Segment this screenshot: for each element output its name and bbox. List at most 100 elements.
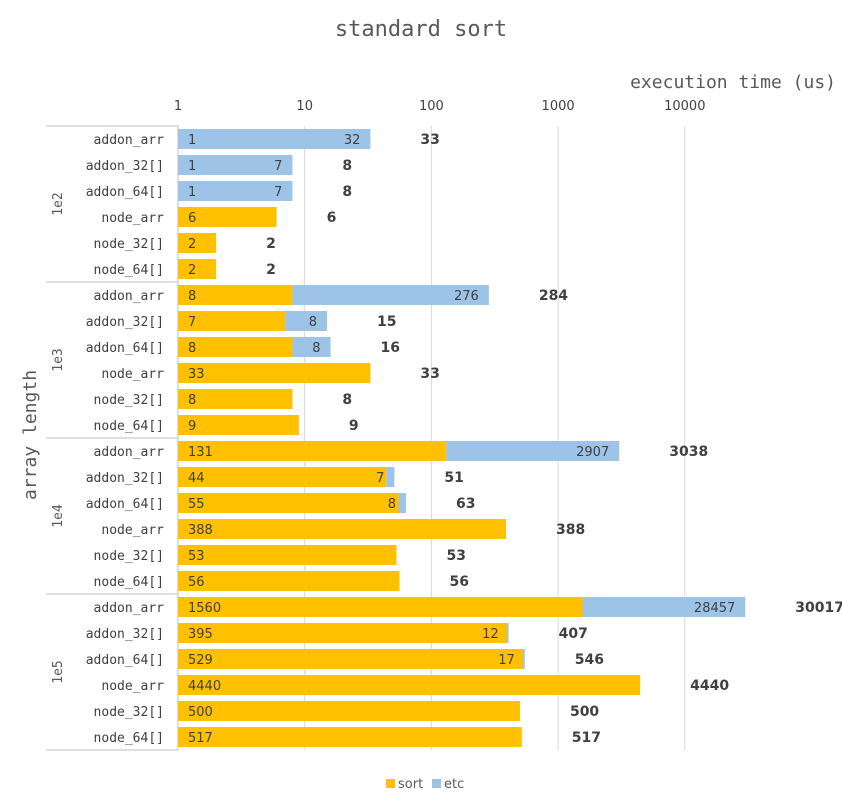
data-label-etc: 28457 [694,601,735,616]
data-label-sort: 8 [188,341,196,356]
legend-label-etc: etc [444,777,464,792]
data-label-sort: 517 [188,731,213,746]
data-label-etc: 7 [274,159,282,174]
category-label: node_32[] [94,393,164,408]
data-label-total: 63 [456,496,475,512]
category-label: node_arr [101,367,164,382]
group-label: 1e4 [51,504,66,528]
data-label-sort: 8 [188,289,196,304]
category-label: addon_64[] [86,185,164,200]
bar-sort [178,701,520,721]
data-label-sort: 53 [188,549,205,564]
data-label-etc: 32 [344,133,361,148]
data-label-sort: 1 [188,185,196,200]
category-label: addon_arr [94,445,165,460]
category-label: addon_arr [94,133,165,148]
bar-sort [178,623,507,643]
group-label: 1e3 [51,348,66,371]
data-label-total: 517 [572,730,601,746]
data-label-total: 53 [446,548,465,564]
category-label: node_64[] [94,731,164,746]
category-label: node_32[] [94,237,164,252]
category-label: node_arr [101,523,164,538]
category-label: addon_32[] [86,627,164,642]
data-label-total: 4440 [690,678,729,694]
group-label: 1e5 [51,660,66,683]
category-label: node_32[] [94,549,164,564]
data-label-etc: 12 [482,627,499,642]
y-axis-title: array length [20,370,41,500]
bar-sort [178,363,371,383]
bar-etc [285,311,328,331]
bar-sort [178,727,522,747]
data-label-total: 8 [342,184,352,200]
data-label-sort: 44 [188,471,205,486]
category-label: addon_64[] [86,653,164,668]
category-label: addon_64[] [86,341,164,356]
category-label: addon_32[] [86,471,164,486]
data-label-total: 2 [266,236,276,252]
data-label-sort: 33 [188,367,205,382]
data-label-total: 33 [420,132,439,148]
category-label: addon_64[] [86,497,164,512]
data-label-total: 500 [570,704,599,720]
data-label-etc: 17 [498,653,515,668]
x-tick-label: 100 [419,99,444,114]
bar-sort [178,337,293,357]
data-label-total: 30017 [795,600,842,616]
bar-etc [582,597,746,617]
data-label-sort: 8 [188,393,196,408]
legend: sort etc [386,777,464,792]
category-label: node_64[] [94,263,164,278]
data-label-sort: 2 [188,263,196,278]
category-label: addon_arr [94,601,165,616]
data-label-total: 284 [539,288,568,304]
bar-sort [178,233,217,253]
data-label-sort: 529 [188,653,213,668]
bar-sort [178,207,277,227]
bar-sort [178,311,286,331]
bar-sort [178,597,583,617]
data-label-etc: 2907 [576,445,609,460]
bar-sort [178,441,447,461]
data-label-total: 3038 [669,444,708,460]
category-label: node_64[] [94,419,164,434]
data-label-total: 6 [327,210,337,226]
bar-sort [178,389,293,409]
data-label-sort: 1560 [188,601,221,616]
bar-sort [178,545,397,565]
bar-sort [178,467,387,487]
legend-label-sort: sort [398,777,423,792]
x-tick-labels: 1 10 100 1000 10000 [174,99,706,114]
bar-sort [178,259,217,279]
bar-etc [386,467,395,487]
x-axis-title: execution time (us) [630,72,836,93]
data-label-etc: 8 [312,341,320,356]
category-label: node_32[] [94,705,164,720]
legend-swatch-sort [386,779,395,788]
bar-etc [178,129,371,149]
data-label-total: 56 [449,574,468,590]
data-label-total: 16 [381,340,400,356]
data-label-total: 8 [342,158,352,174]
data-label-etc: 7 [274,185,282,200]
data-label-total: 9 [349,418,359,434]
bar-etc [292,285,489,305]
bar-sort [178,493,399,513]
data-label-sort: 131 [188,445,213,460]
x-tick-label: 1000 [542,99,575,114]
category-label: node_arr [101,679,164,694]
bar-sort [178,415,299,435]
bar-etc [506,623,509,643]
category-label: addon_32[] [86,315,164,330]
data-label-sort: 1 [188,133,196,148]
bar-etc [446,441,620,461]
bar-etc [523,649,525,669]
data-label-sort: 4440 [188,679,221,694]
data-label-total: 8 [342,392,352,408]
bar-etc [178,181,293,201]
category-label: node_arr [101,211,164,226]
data-label-sort: 9 [188,419,196,434]
group-frame: 1e2 1e3 1e4 1e5 [46,125,178,751]
